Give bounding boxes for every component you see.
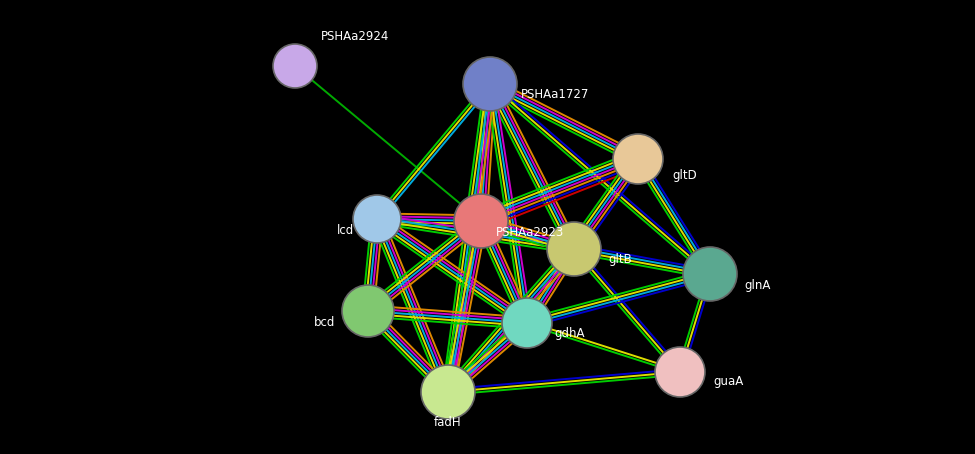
Circle shape	[683, 247, 737, 301]
Circle shape	[421, 365, 475, 419]
Circle shape	[273, 44, 317, 88]
Text: lcd: lcd	[336, 224, 354, 237]
Circle shape	[353, 195, 401, 243]
Text: PSHAa1727: PSHAa1727	[521, 88, 589, 100]
Text: fadH: fadH	[434, 415, 462, 429]
Text: gdhA: gdhA	[555, 327, 585, 340]
Circle shape	[547, 222, 601, 276]
Circle shape	[463, 57, 517, 111]
Circle shape	[502, 298, 552, 348]
Text: bcd: bcd	[314, 316, 335, 329]
Text: gltB: gltB	[608, 253, 632, 266]
Text: PSHAa2924: PSHAa2924	[321, 30, 389, 43]
Text: glnA: glnA	[745, 280, 771, 292]
Circle shape	[613, 134, 663, 184]
Text: guaA: guaA	[713, 375, 743, 389]
Text: gltD: gltD	[673, 169, 697, 183]
Circle shape	[655, 347, 705, 397]
Circle shape	[454, 194, 508, 248]
Circle shape	[342, 285, 394, 337]
Text: PSHAa2923: PSHAa2923	[496, 226, 565, 238]
